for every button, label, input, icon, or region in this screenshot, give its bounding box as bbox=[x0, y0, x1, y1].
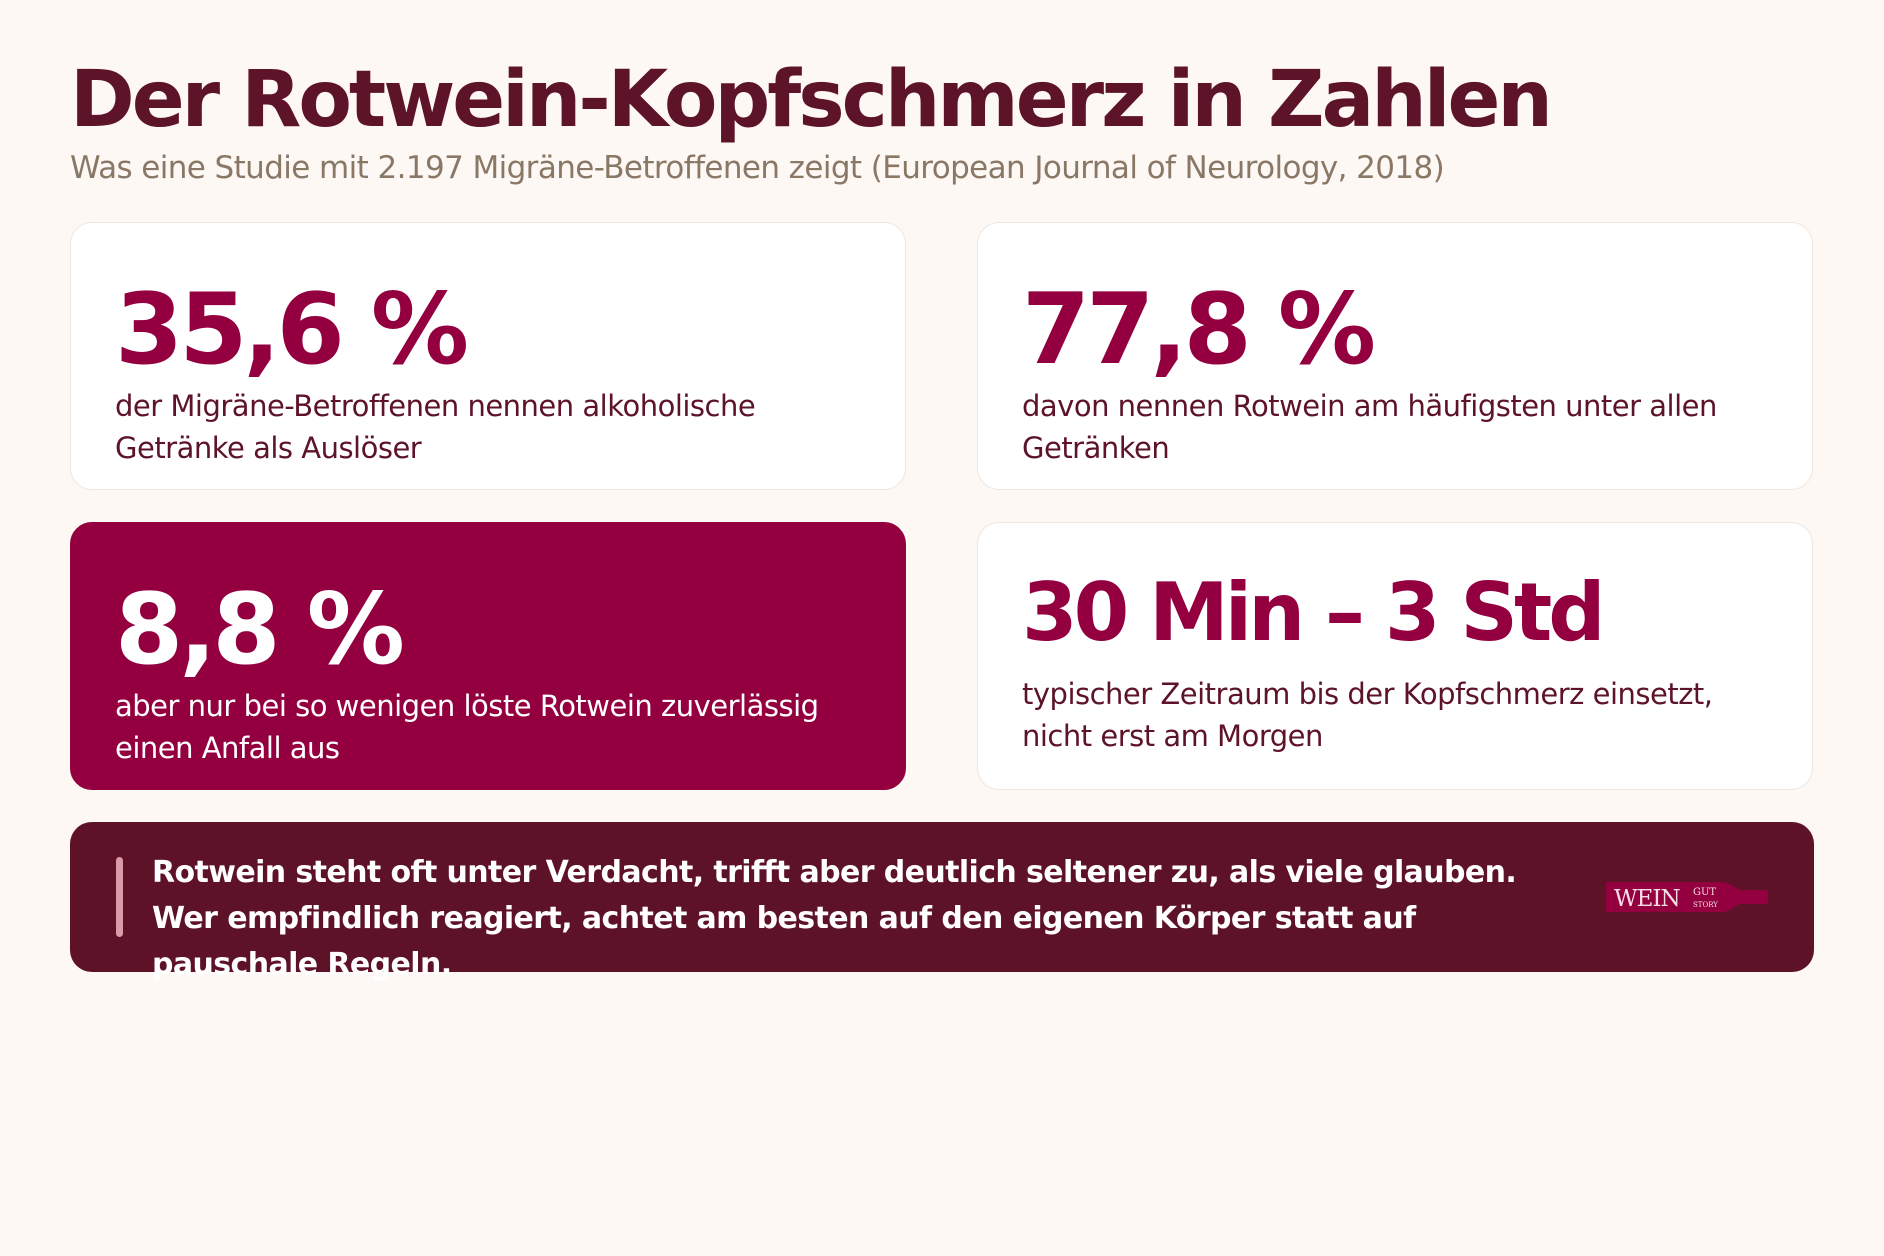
weingut-story-logo: WEIN GUT STORY bbox=[1606, 882, 1768, 912]
banner-text: Rotwein steht oft unter Verdacht, trifft… bbox=[152, 855, 1517, 982]
stat-description: typischer Zeitraum bis der Kopfschmerz e… bbox=[1022, 677, 1713, 753]
stat-card-red-wine-mentioned: 77,8 % davon nennen Rotwein am häufigste… bbox=[977, 222, 1813, 490]
stat-description: aber nur bei so wenigen löste Rotwein zu… bbox=[115, 689, 819, 765]
stat-value: 77,8 % bbox=[1022, 273, 1376, 387]
svg-text:STORY: STORY bbox=[1693, 901, 1718, 909]
stat-value: 8,8 % bbox=[115, 573, 405, 687]
stat-card-reliable-trigger: 8,8 % aber nur bei so wenigen löste Rotw… bbox=[70, 522, 906, 790]
stat-value: 30 Min – 3 Std bbox=[1022, 566, 1606, 659]
page-title: Der Rotwein-Kopfschmerz in Zahlen bbox=[70, 55, 1553, 145]
stat-card-onset-time: 30 Min – 3 Std typischer Zeitraum bis de… bbox=[977, 522, 1813, 790]
banner-accent-bar bbox=[116, 857, 123, 937]
stat-description: der Migräne-Betroffenen nennen alkoholis… bbox=[115, 389, 756, 465]
stat-card-alcohol-trigger: 35,6 % der Migräne-Betroffenen nennen al… bbox=[70, 222, 906, 490]
svg-text:GUT: GUT bbox=[1693, 887, 1716, 898]
page-subtitle: Was eine Studie mit 2.197 Migräne-Betrof… bbox=[70, 150, 1445, 186]
svg-text:WEIN: WEIN bbox=[1614, 886, 1681, 912]
summary-banner: Rotwein steht oft unter Verdacht, trifft… bbox=[70, 822, 1814, 982]
stat-description: davon nennen Rotwein am häufigsten unter… bbox=[1022, 389, 1717, 465]
stat-value: 35,6 % bbox=[115, 273, 469, 387]
